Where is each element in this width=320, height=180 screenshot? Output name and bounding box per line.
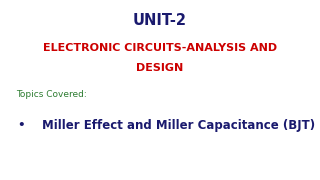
Text: ELECTRONIC CIRCUITS-ANALYSIS AND: ELECTRONIC CIRCUITS-ANALYSIS AND [43, 43, 277, 53]
Text: DESIGN: DESIGN [136, 63, 184, 73]
Text: Miller Effect and Miller Capacitance (BJT): Miller Effect and Miller Capacitance (BJ… [42, 119, 315, 132]
Text: UNIT-2: UNIT-2 [133, 13, 187, 28]
Text: Topics Covered:: Topics Covered: [16, 90, 87, 99]
Text: •: • [18, 119, 25, 132]
